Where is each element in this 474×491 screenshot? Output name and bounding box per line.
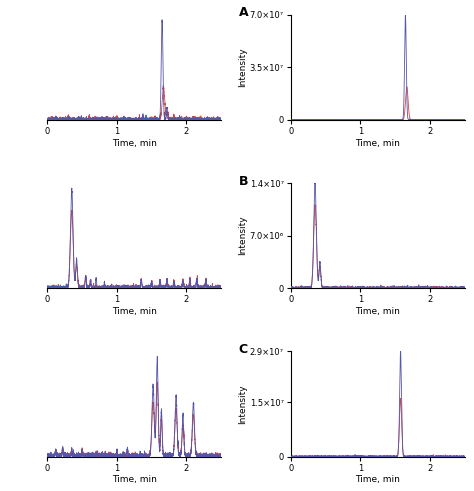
Text: A: A: [238, 6, 248, 19]
Y-axis label: Intensity: Intensity: [238, 384, 247, 424]
X-axis label: Time, min: Time, min: [112, 307, 157, 316]
Text: B: B: [238, 175, 248, 188]
X-axis label: Time, min: Time, min: [355, 475, 400, 484]
Y-axis label: Intensity: Intensity: [238, 48, 247, 87]
Y-axis label: Intensity: Intensity: [238, 216, 247, 255]
X-axis label: Time, min: Time, min: [112, 138, 157, 148]
X-axis label: Time, min: Time, min: [355, 307, 400, 316]
X-axis label: Time, min: Time, min: [355, 138, 400, 148]
X-axis label: Time, min: Time, min: [112, 475, 157, 484]
Text: C: C: [238, 343, 248, 356]
